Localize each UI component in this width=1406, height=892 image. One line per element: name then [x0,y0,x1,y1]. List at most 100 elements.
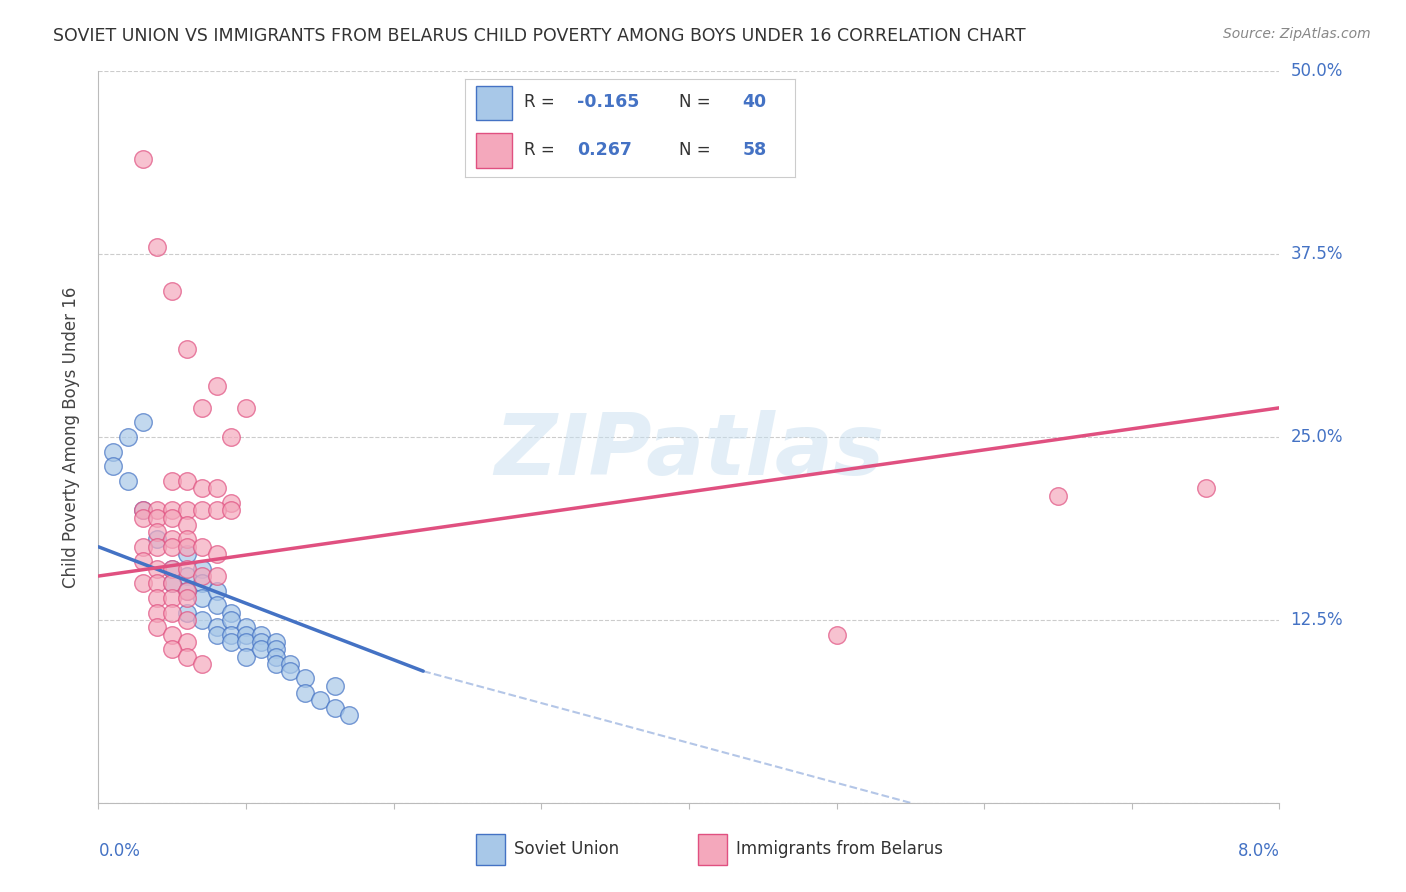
Point [235,620,257,634]
Point [146,503,169,517]
Point [205,481,228,495]
Point [176,635,198,649]
Point [1046,489,1070,503]
Point [146,576,169,591]
Point [221,627,243,641]
Text: 50.0%: 50.0% [1291,62,1343,80]
Point [294,672,316,686]
Y-axis label: Child Poverty Among Boys Under 16: Child Poverty Among Boys Under 16 [62,286,80,588]
Point [221,503,243,517]
Point [132,152,155,166]
Point [103,459,125,474]
Point [235,401,257,415]
Point [221,606,243,620]
Point [191,657,214,671]
Point [162,284,183,298]
Point [205,379,228,393]
Text: 0.0%: 0.0% [98,842,141,860]
Point [205,620,228,634]
Point [294,686,316,700]
Point [235,627,257,641]
Point [132,540,155,554]
Point [146,562,169,576]
Text: 25.0%: 25.0% [1291,428,1343,446]
Point [264,635,287,649]
Point [176,569,198,583]
Point [162,627,183,641]
Point [205,599,228,613]
Point [132,576,155,591]
Point [146,240,169,254]
Point [132,554,155,568]
Point [162,510,183,524]
Point [221,635,243,649]
Point [235,635,257,649]
Point [176,533,198,547]
Point [176,474,198,488]
Point [162,533,183,547]
Point [176,613,198,627]
Point [191,481,214,495]
Point [117,430,139,444]
Point [162,606,183,620]
Point [250,627,273,641]
Point [146,540,169,554]
Point [191,591,214,605]
Point [339,708,361,723]
Point [176,583,198,598]
Point [1195,481,1218,495]
Point [323,700,346,714]
Point [162,540,183,554]
Point [162,562,183,576]
Point [162,474,183,488]
Point [146,620,169,634]
Point [221,613,243,627]
Point [176,562,198,576]
Point [205,583,228,598]
Point [162,562,183,576]
Text: SOVIET UNION VS IMMIGRANTS FROM BELARUS CHILD POVERTY AMONG BOYS UNDER 16 CORREL: SOVIET UNION VS IMMIGRANTS FROM BELARUS … [53,27,1026,45]
Text: ZIPatlas: ZIPatlas [494,410,884,493]
Point [176,649,198,664]
Point [280,664,302,678]
Point [264,642,287,657]
Text: 37.5%: 37.5% [1291,245,1343,263]
Point [191,540,214,554]
Text: Source: ZipAtlas.com: Source: ZipAtlas.com [1223,27,1371,41]
Point [176,503,198,517]
Point [205,569,228,583]
Point [205,503,228,517]
Point [191,401,214,415]
Point [191,569,214,583]
Point [176,517,198,532]
Point [132,416,155,430]
Point [309,693,332,707]
Point [146,606,169,620]
Point [323,679,346,693]
Point [176,606,198,620]
Point [117,474,139,488]
Point [162,576,183,591]
Point [250,635,273,649]
Point [221,430,243,444]
Point [176,547,198,561]
Point [825,627,848,641]
Point [176,591,198,605]
Point [205,547,228,561]
Text: 12.5%: 12.5% [1291,611,1343,629]
Point [191,562,214,576]
Point [162,576,183,591]
Point [264,649,287,664]
Point [146,591,169,605]
Point [205,627,228,641]
Point [176,343,198,357]
Point [132,510,155,524]
Point [162,642,183,657]
Point [191,503,214,517]
Point [103,444,125,458]
Point [132,503,155,517]
Point [146,510,169,524]
Point [146,525,169,540]
Point [235,649,257,664]
Point [264,657,287,671]
